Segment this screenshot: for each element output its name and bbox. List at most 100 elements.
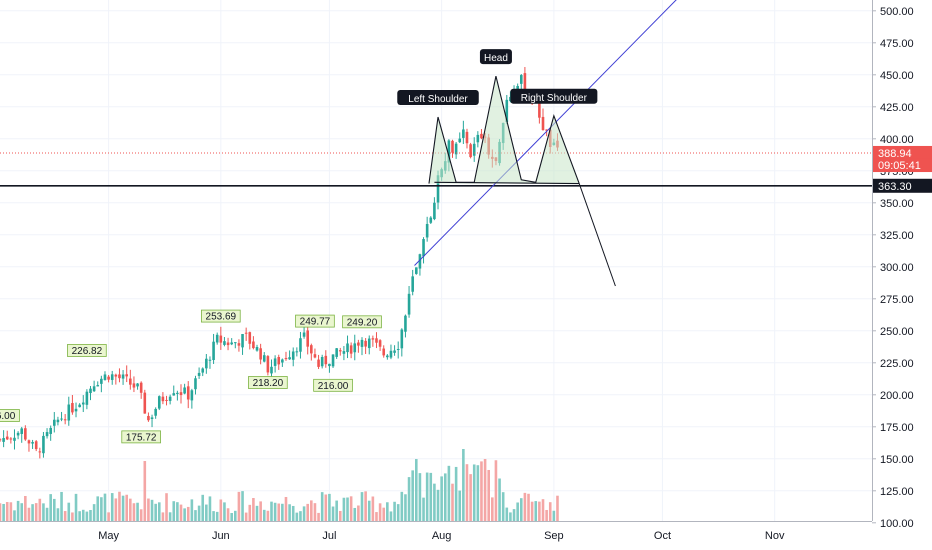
price-tick-label: 125.00 <box>880 486 914 498</box>
volume-bar <box>96 496 100 521</box>
pattern-outline <box>428 75 580 184</box>
candle-body <box>335 348 338 357</box>
candle-body <box>96 385 100 387</box>
volume-bar <box>556 495 559 521</box>
volume-bar <box>404 494 407 521</box>
candle-body <box>201 368 205 373</box>
volume-bar <box>183 508 186 521</box>
candle-body <box>71 403 74 413</box>
volume-bar <box>266 510 270 521</box>
pattern-neckline <box>434 181 580 185</box>
candle-body <box>226 342 230 346</box>
volume-bar <box>313 503 317 521</box>
candle-body <box>13 437 16 441</box>
volume-bar <box>226 508 230 521</box>
volume-bar <box>335 500 338 521</box>
candle-body <box>436 175 440 203</box>
price-tick-label: 425.00 <box>880 102 914 114</box>
volume-bar <box>262 509 266 521</box>
candle-body <box>411 276 414 292</box>
volume-bars <box>0 449 559 521</box>
candle-body <box>129 378 132 385</box>
candle-body <box>56 419 60 423</box>
price-annotation-box <box>342 315 382 329</box>
candle-body <box>519 75 523 84</box>
candle-body <box>324 355 328 365</box>
price-annotation-text: 176.00 <box>0 411 16 422</box>
volume-bar <box>42 503 45 521</box>
candle-body <box>34 441 38 450</box>
candle-body <box>252 341 255 349</box>
volume-bar <box>194 510 197 521</box>
price-annotation-text: 216.00 <box>318 381 349 392</box>
candle-body <box>433 202 436 220</box>
volume-bar <box>259 501 262 521</box>
price-tick-label: 475.00 <box>880 38 914 50</box>
volume-bar <box>215 511 219 521</box>
volume-bar <box>494 460 498 521</box>
candle-body <box>78 404 81 408</box>
candle-body <box>244 332 248 334</box>
volume-bar <box>411 470 414 521</box>
volume-bar <box>487 469 490 521</box>
volume-bar <box>53 498 56 521</box>
volume-bar <box>121 495 125 521</box>
volume-bar <box>100 497 103 521</box>
candle-body <box>74 408 78 412</box>
volume-bar <box>393 501 396 521</box>
volume-bar <box>534 501 538 521</box>
volume-bar <box>288 504 291 521</box>
volume-bar <box>422 497 425 521</box>
volume-bar <box>389 511 393 521</box>
candle-body <box>386 355 389 358</box>
volume-bar <box>0 503 2 521</box>
price-annotation: 249.20 <box>342 315 382 329</box>
candle-body <box>100 378 103 384</box>
volume-bar <box>530 501 534 521</box>
time-axis[interactable]: May Jun Jul Aug Sep Oct Nov <box>0 521 872 550</box>
candle-body <box>462 129 465 138</box>
volume-bar <box>16 500 20 521</box>
volume-bar <box>197 505 201 521</box>
price-annotation-box <box>313 378 353 392</box>
volume-bar <box>281 503 284 521</box>
candle-body <box>219 335 223 343</box>
candle-body <box>291 351 295 360</box>
candle-body <box>328 363 331 367</box>
volume-bar <box>284 496 288 521</box>
volume-bar <box>519 498 523 521</box>
candle-body <box>103 374 107 380</box>
candle-body <box>349 345 353 354</box>
candle-body <box>407 293 411 315</box>
price-tick-label: 200.00 <box>880 390 914 402</box>
price-annotation-text: 253.69 <box>206 312 237 323</box>
time-tick-label: Aug <box>432 530 452 542</box>
candle-body <box>223 341 226 345</box>
volume-bar <box>451 483 454 521</box>
candle-body <box>346 343 349 353</box>
candle-body <box>262 355 266 362</box>
candle-body <box>92 386 96 392</box>
volume-bar <box>527 493 530 521</box>
price-annotation-box <box>295 314 335 328</box>
price-tick-label: 500.00 <box>880 6 914 18</box>
candle-body <box>255 347 259 351</box>
candle-body <box>161 396 165 402</box>
price-axis[interactable]: 500.00475.00450.00425.00400.00375.00350.… <box>872 0 932 550</box>
price-tag-box <box>873 158 932 173</box>
volume-bar <box>244 512 248 521</box>
price-tick-label: 150.00 <box>880 454 914 466</box>
candle-body <box>172 393 176 396</box>
price-annotation-box <box>201 309 241 323</box>
volume-bar <box>545 509 548 521</box>
candle-body <box>422 239 425 257</box>
pattern-label-text: Right Shoulder <box>521 93 588 104</box>
candle-body <box>107 376 110 380</box>
candle-body <box>118 374 121 379</box>
candle-body <box>150 417 154 419</box>
candle-body <box>396 348 400 350</box>
volume-bar <box>302 506 306 521</box>
volume-bar <box>5 502 9 521</box>
volume-bar <box>505 507 509 521</box>
